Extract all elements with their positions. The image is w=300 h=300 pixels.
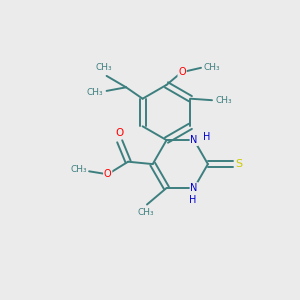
Text: CH₃: CH₃ [70, 165, 87, 174]
Text: N: N [190, 183, 198, 193]
Text: H: H [189, 195, 196, 205]
Text: CH₃: CH₃ [137, 208, 154, 217]
Text: CH₃: CH₃ [215, 96, 232, 105]
Text: O: O [178, 67, 186, 77]
Text: O: O [116, 128, 124, 138]
Text: CH₃: CH₃ [96, 63, 112, 72]
Text: S: S [236, 159, 243, 169]
Text: CH₃: CH₃ [87, 88, 104, 97]
Text: O: O [104, 169, 112, 179]
Text: H: H [203, 132, 210, 142]
Text: CH₃: CH₃ [203, 63, 220, 72]
Text: N: N [190, 135, 198, 145]
